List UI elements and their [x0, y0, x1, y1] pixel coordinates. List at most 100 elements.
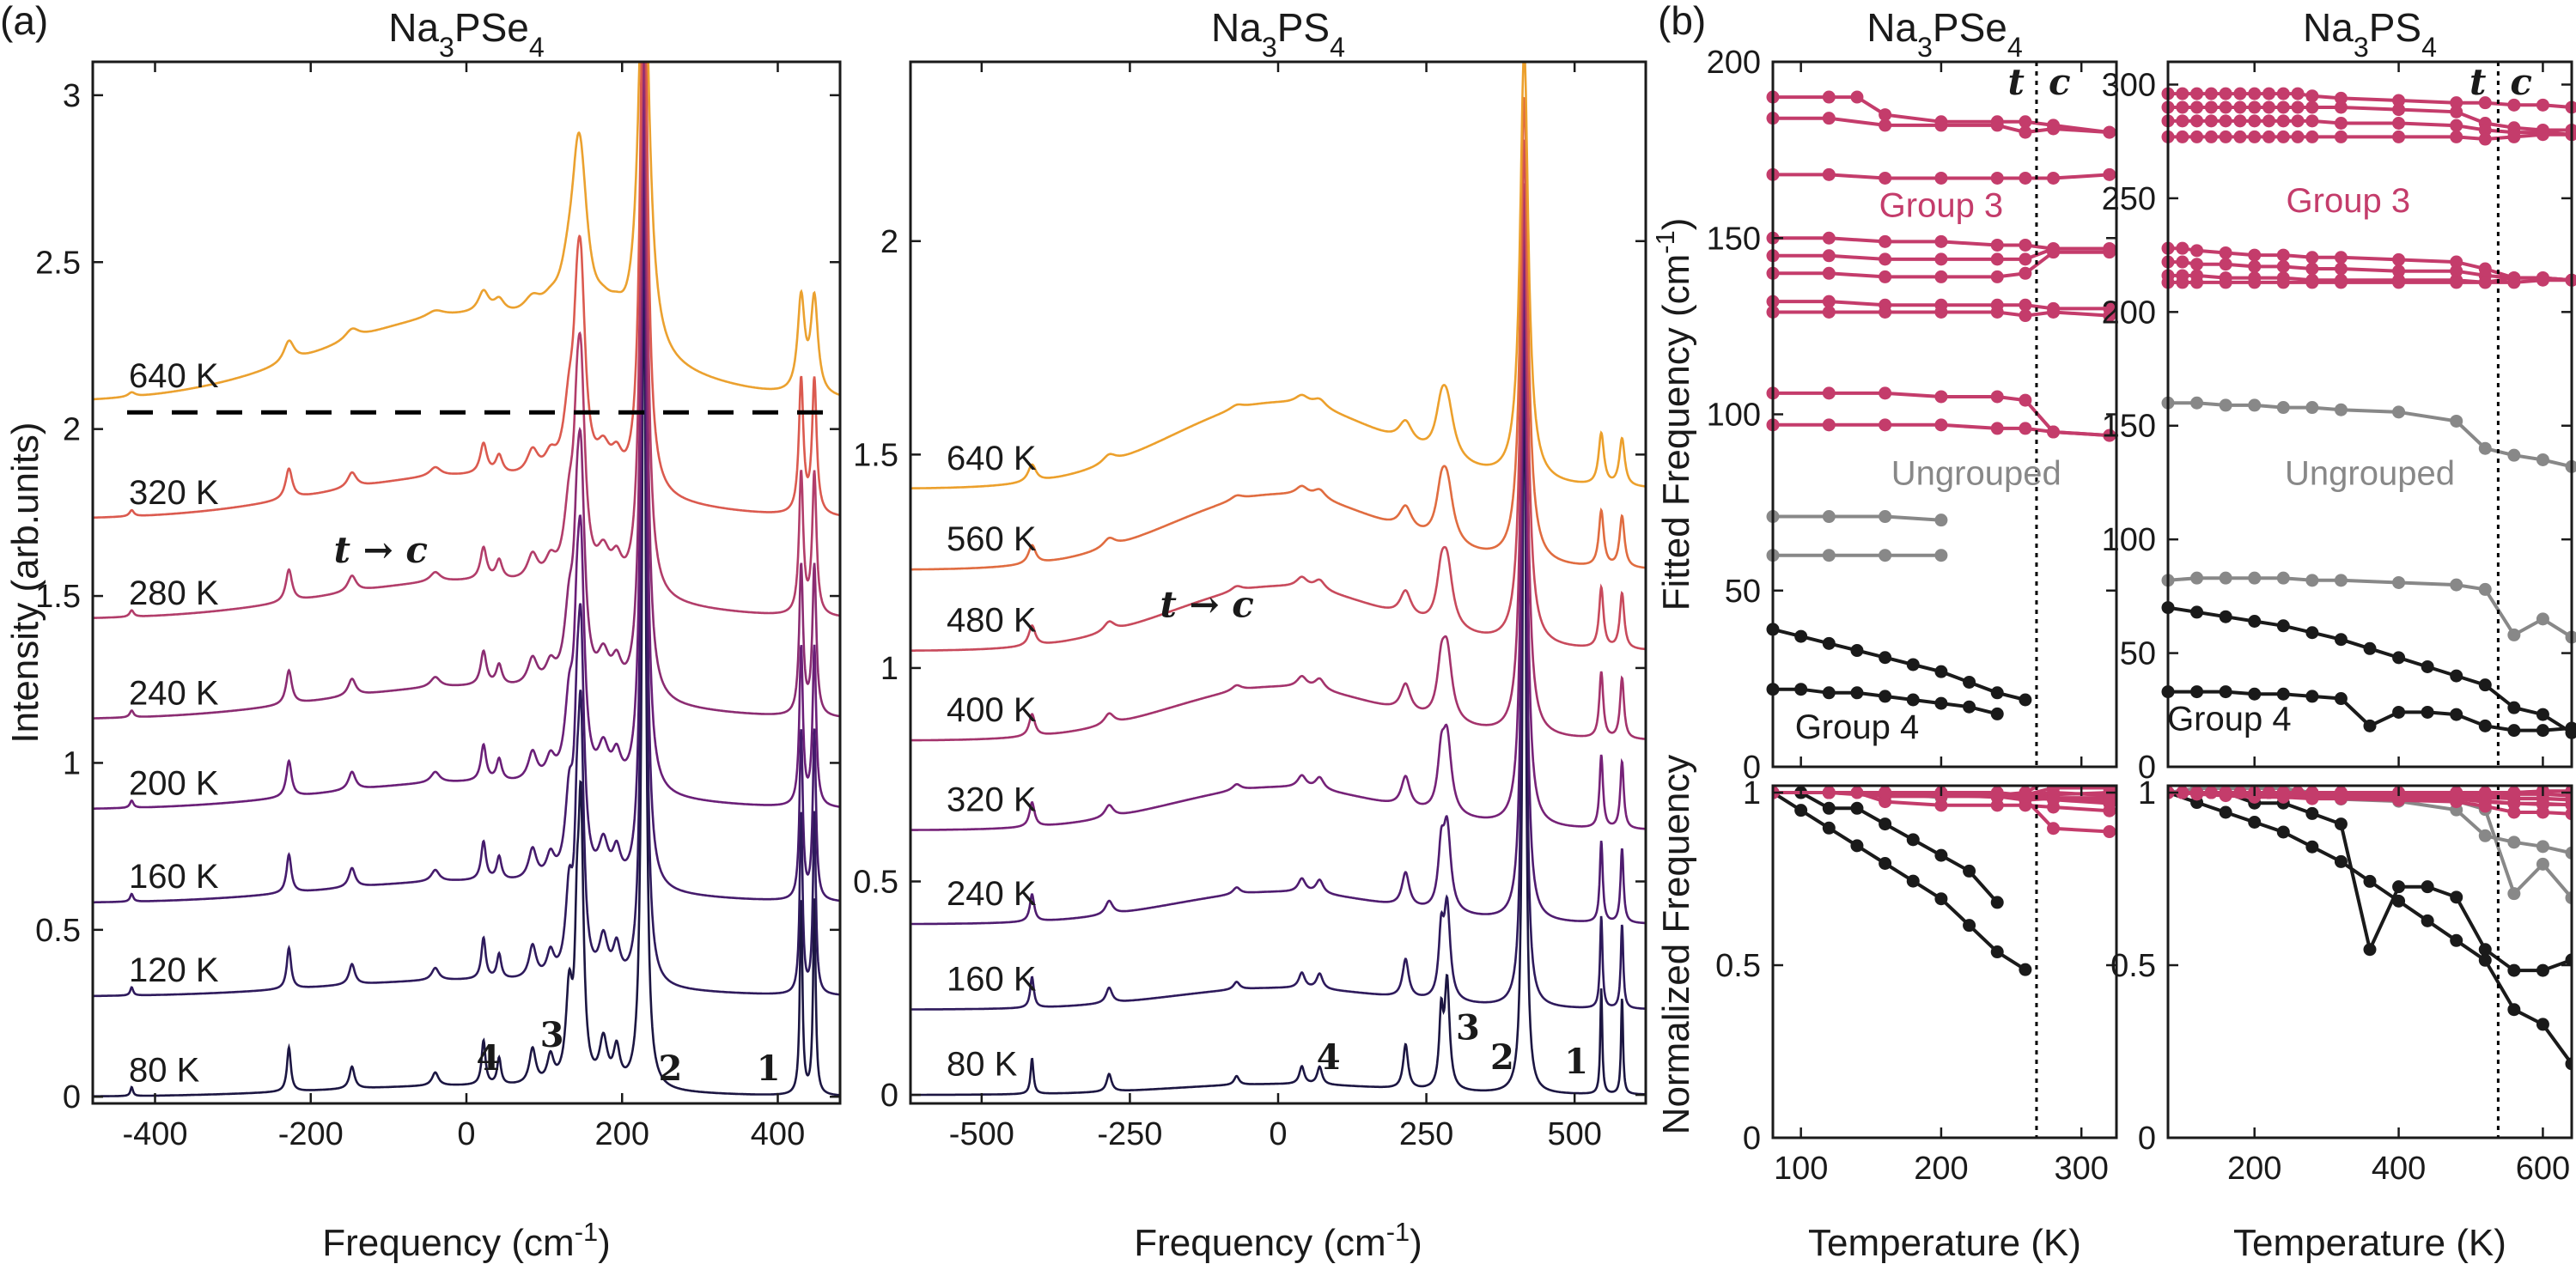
series-point-group-U	[1822, 510, 1836, 524]
normalized-point-group-4	[2565, 1057, 2572, 1071]
series-point-group-3	[2334, 100, 2348, 114]
series-point-group-3	[2507, 276, 2521, 289]
series-point-group-4	[1822, 636, 1836, 650]
series-point-group-3	[2019, 309, 2032, 323]
series-point-group-U	[2305, 401, 2319, 415]
y-tick-label: 0	[2138, 750, 2156, 786]
series-point-group-4	[2536, 724, 2549, 738]
normalized-point-group-4	[1850, 801, 1864, 815]
series-point-group-3	[2276, 248, 2290, 262]
series-point-group-3	[2334, 262, 2348, 276]
series-point-group-4	[2507, 724, 2521, 738]
y-tick-label: 50	[2120, 636, 2156, 672]
series-point-group-3	[2190, 130, 2204, 143]
series-point-group-3	[2176, 241, 2189, 255]
normalized-point-group-3	[2103, 771, 2116, 784]
series-point-group-3	[1822, 266, 1836, 280]
series-point-group-4	[2450, 708, 2463, 721]
y-tick-label: 1	[1743, 775, 1761, 811]
y-tick-label: 200	[1707, 45, 1761, 81]
series-line-group-U	[2167, 576, 2573, 639]
y-tick-label: 0.5	[1715, 948, 1761, 984]
series-point-group-U	[1822, 549, 1836, 562]
series-point-group-3	[2103, 167, 2116, 181]
x-tick-label: -200	[278, 1116, 344, 1152]
series-point-group-3	[1934, 118, 1948, 132]
series-point-group-4	[2450, 669, 2463, 683]
series-point-group-4	[2334, 633, 2348, 647]
series-point-group-4	[2392, 705, 2406, 719]
series-point-group-3	[2305, 276, 2319, 289]
spectrum-label: 320 K	[947, 781, 1037, 818]
series-point-group-3	[2176, 114, 2189, 128]
peak-label-2: 2	[1490, 1037, 1514, 1078]
series-point-group-3	[2291, 100, 2305, 114]
spectrum-label: 240 K	[947, 875, 1037, 913]
series-line-group-U	[1773, 514, 1942, 522]
series-point-group-3	[2334, 91, 2348, 105]
series-point-group-3	[1822, 386, 1836, 400]
normalized-point-group-U	[2507, 887, 2521, 901]
series-point-group-4	[2421, 659, 2434, 673]
transition-annotation: t → c	[1160, 583, 1253, 625]
normalized-point-group-3	[2305, 786, 2319, 799]
series-point-group-3	[2019, 393, 2032, 407]
series-point-group-4	[1963, 700, 1976, 714]
series-point-group-3	[2305, 251, 2319, 264]
normalized-point-group-U	[2536, 840, 2549, 854]
series-point-group-U	[2536, 453, 2549, 466]
series-point-group-U	[1934, 549, 1948, 562]
normalized-point-group-3	[2190, 786, 2204, 799]
series-point-group-3	[2019, 422, 2032, 435]
series-point-group-3	[2478, 123, 2492, 137]
group-label: Ungrouped	[1891, 455, 2061, 493]
series-point-group-U	[2450, 414, 2463, 428]
y-tick-label: 100	[1707, 398, 1761, 434]
y-tick-label: 200	[2102, 295, 2156, 331]
series-point-group-3	[2190, 244, 2204, 258]
series-point-group-3	[2204, 114, 2218, 128]
series-point-group-U	[2276, 571, 2290, 585]
x-tick-label: 400	[751, 1116, 805, 1152]
phase-label-t: t	[2008, 61, 2025, 103]
series-point-group-U	[1934, 514, 1948, 527]
series-point-group-3	[2233, 130, 2247, 143]
series-point-group-3	[2305, 100, 2319, 114]
normalized-point-group-4	[2565, 953, 2572, 967]
series-point-group-3	[2334, 276, 2348, 289]
panel-label-b: (b)	[1658, 0, 1706, 43]
spectrum-label: 480 K	[947, 602, 1037, 640]
series-point-group-U	[2334, 403, 2348, 416]
series-point-group-3	[2219, 114, 2232, 128]
series-point-group-3	[1934, 252, 1948, 266]
spectra-lines	[93, 62, 840, 1097]
y-tick-label: 0	[1743, 1121, 1761, 1157]
series-point-group-3	[2103, 125, 2116, 139]
series-point-group-3	[2190, 276, 2204, 289]
normalized-point-group-4	[2507, 1003, 2521, 1017]
series-point-group-3	[2190, 87, 2204, 100]
series-point-group-3	[2047, 425, 2061, 439]
x-axis-label: Frequency (cm-1)	[322, 1217, 610, 1264]
group-label: Group 3	[2287, 182, 2411, 220]
spectrum-label: 640 K	[129, 357, 219, 395]
normalized-point-group-4	[1990, 945, 2004, 959]
series-point-group-3	[2392, 264, 2406, 278]
spectrum-label: 160 K	[947, 960, 1037, 998]
y-axis-label: Intensity (arb.units)	[4, 422, 46, 743]
y-tick-label: 1	[880, 651, 898, 687]
chart-b1-fitted-na3pse4: t c Group 3 Ungrouped Group 4 0 50 100 150 200 Na3…	[1650, 5, 2118, 786]
series-point-group-3	[2305, 89, 2319, 103]
series-point-group-3	[2262, 114, 2275, 128]
series-point-group-4	[2334, 692, 2348, 706]
normalized-point-group-3	[2478, 786, 2492, 799]
normalized-point-group-4	[1822, 821, 1836, 835]
series-point-group-3	[2019, 125, 2032, 139]
series-point-group-3	[2507, 130, 2521, 143]
series-point-group-4	[2305, 626, 2319, 640]
series-point-group-3	[1934, 418, 1948, 432]
series-point-group-3	[1879, 171, 1892, 185]
series-point-group-U	[1879, 510, 1892, 524]
normalized-line-group-4	[1773, 791, 2026, 971]
series-point-group-4	[1906, 658, 1920, 672]
